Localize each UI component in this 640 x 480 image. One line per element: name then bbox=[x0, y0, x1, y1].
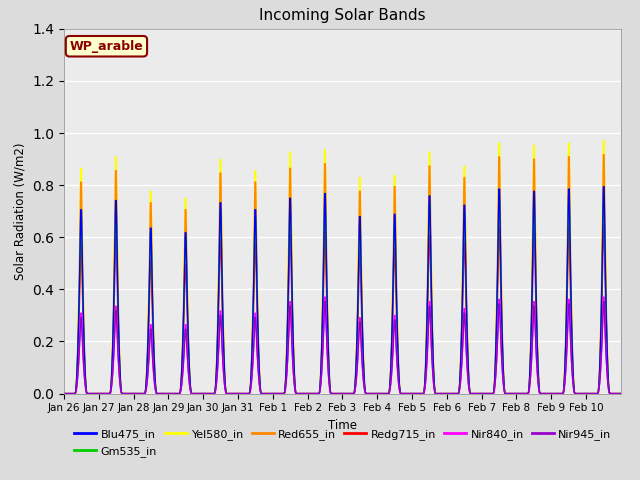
Yel580_in bbox=[228, 391, 236, 396]
Nir945_in bbox=[321, 299, 329, 304]
Nir945_in bbox=[228, 391, 236, 396]
Nir840_in bbox=[617, 391, 625, 396]
Nir945_in bbox=[276, 391, 284, 396]
Line: Gm535_in: Gm535_in bbox=[64, 193, 621, 394]
Nir840_in bbox=[401, 391, 408, 396]
Legend: Blu475_in, Gm535_in, Yel580_in, Red655_in, Redg715_in, Nir840_in, Nir945_in: Blu475_in, Gm535_in, Yel580_in, Red655_i… bbox=[70, 425, 616, 461]
Redg715_in bbox=[255, 372, 263, 378]
Y-axis label: Solar Radiation (W/m2): Solar Radiation (W/m2) bbox=[13, 143, 27, 280]
Redg715_in bbox=[431, 389, 439, 395]
Line: Yel580_in: Yel580_in bbox=[64, 141, 621, 394]
Nir840_in bbox=[432, 391, 440, 396]
Yel580_in bbox=[617, 391, 625, 396]
Text: WP_arable: WP_arable bbox=[70, 40, 143, 53]
Yel580_in bbox=[276, 391, 284, 396]
Red655_in bbox=[617, 391, 625, 396]
Nir945_in bbox=[617, 391, 625, 396]
Blu475_in bbox=[276, 391, 284, 396]
Yel580_in bbox=[255, 363, 263, 369]
Nir945_in bbox=[125, 391, 133, 396]
Nir840_in bbox=[276, 391, 284, 396]
Red655_in bbox=[125, 391, 133, 396]
Red655_in bbox=[276, 391, 284, 396]
Red655_in bbox=[255, 364, 263, 370]
X-axis label: Time: Time bbox=[328, 419, 357, 432]
Gm535_in bbox=[228, 391, 236, 396]
Yel580_in bbox=[60, 391, 68, 396]
Gm535_in bbox=[400, 391, 408, 396]
Blu475_in bbox=[600, 184, 608, 190]
Gm535_in bbox=[125, 391, 133, 396]
Blu475_in bbox=[125, 391, 133, 396]
Nir945_in bbox=[401, 391, 408, 396]
Blu475_in bbox=[431, 389, 439, 395]
Gm535_in bbox=[617, 391, 625, 396]
Nir840_in bbox=[125, 391, 133, 396]
Line: Nir840_in: Nir840_in bbox=[64, 297, 621, 394]
Yel580_in bbox=[431, 389, 439, 395]
Redg715_in bbox=[276, 391, 284, 396]
Nir840_in bbox=[60, 391, 68, 396]
Yel580_in bbox=[600, 138, 608, 144]
Redg715_in bbox=[60, 391, 68, 396]
Redg715_in bbox=[228, 391, 236, 396]
Nir840_in bbox=[321, 294, 329, 300]
Redg715_in bbox=[600, 223, 608, 228]
Red655_in bbox=[431, 389, 439, 395]
Blu475_in bbox=[60, 391, 68, 396]
Gm535_in bbox=[600, 191, 608, 196]
Line: Redg715_in: Redg715_in bbox=[64, 226, 621, 394]
Line: Nir945_in: Nir945_in bbox=[64, 301, 621, 394]
Title: Incoming Solar Bands: Incoming Solar Bands bbox=[259, 9, 426, 24]
Nir945_in bbox=[255, 381, 263, 387]
Gm535_in bbox=[431, 389, 439, 395]
Line: Red655_in: Red655_in bbox=[64, 155, 621, 394]
Gm535_in bbox=[255, 369, 263, 374]
Red655_in bbox=[60, 391, 68, 396]
Redg715_in bbox=[125, 391, 133, 396]
Nir945_in bbox=[432, 391, 440, 396]
Red655_in bbox=[600, 152, 608, 157]
Redg715_in bbox=[400, 391, 408, 396]
Blu475_in bbox=[400, 391, 408, 396]
Gm535_in bbox=[60, 391, 68, 396]
Red655_in bbox=[400, 391, 408, 396]
Nir840_in bbox=[255, 381, 263, 386]
Gm535_in bbox=[276, 391, 284, 396]
Yel580_in bbox=[125, 391, 133, 396]
Red655_in bbox=[228, 391, 236, 396]
Blu475_in bbox=[228, 391, 236, 396]
Nir945_in bbox=[60, 391, 68, 396]
Blu475_in bbox=[617, 391, 625, 396]
Yel580_in bbox=[400, 391, 408, 396]
Line: Blu475_in: Blu475_in bbox=[64, 187, 621, 394]
Redg715_in bbox=[617, 391, 625, 396]
Nir840_in bbox=[228, 391, 236, 396]
Blu475_in bbox=[255, 368, 263, 373]
